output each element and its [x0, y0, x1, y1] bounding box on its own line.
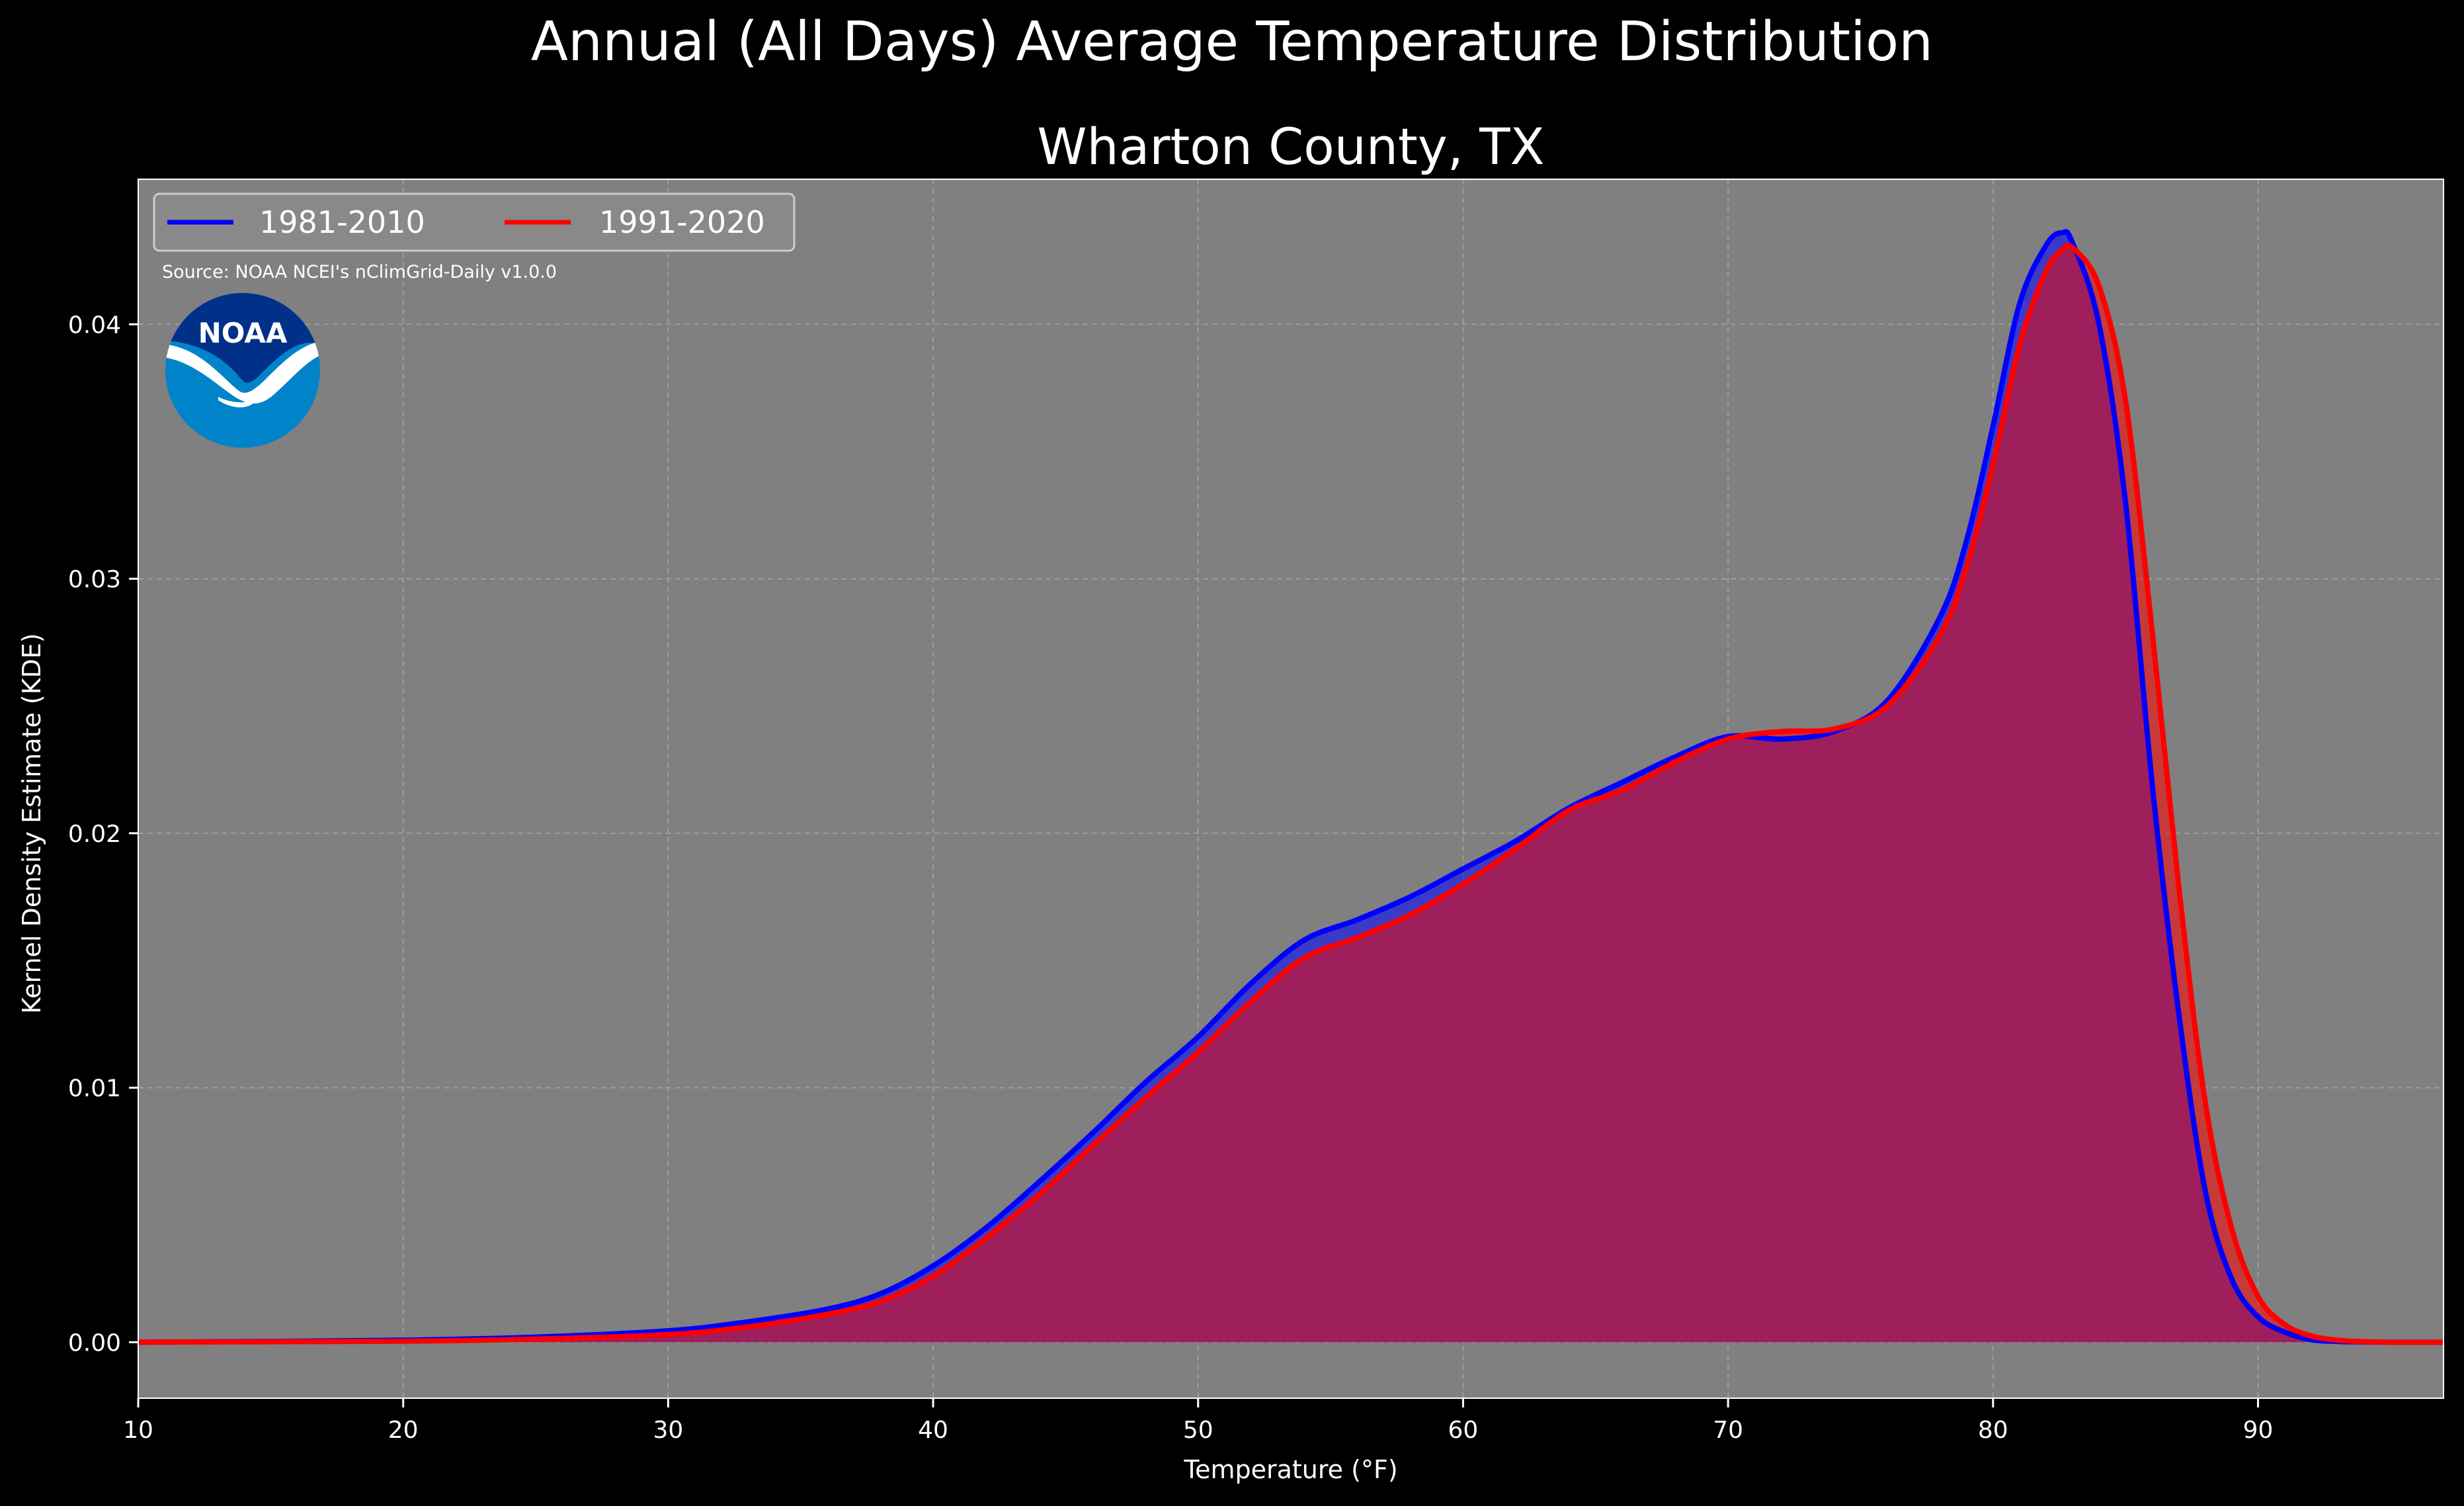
- svg-text:NOAA: NOAA: [198, 317, 288, 349]
- x-tick-label: 90: [2243, 1417, 2274, 1444]
- series-fills: [138, 231, 2443, 1343]
- plot-frame: [138, 179, 2444, 1399]
- x-tick-label: 40: [918, 1417, 948, 1444]
- tick-labels: 10 20 30 40 50 60 70 80 90 0.00 0.01 0.02 0.03 0.04: [68, 312, 2274, 1444]
- series-line-1991-2020: [138, 242, 2444, 1345]
- chart-subtitle: Wharton County, TX: [1037, 117, 1545, 176]
- x-tick-label: 50: [1183, 1417, 1213, 1444]
- x-tick-label: 10: [123, 1417, 153, 1444]
- x-tick-label: 80: [1978, 1417, 2008, 1444]
- y-axis-title: Kernel Density Estimate (KDE): [17, 633, 46, 1014]
- legend-label-1981: 1981-2010: [259, 204, 425, 240]
- x-tick-label: 70: [1713, 1417, 1743, 1444]
- y-tick-label: 0.00: [68, 1329, 121, 1357]
- chart-title: Annual (All Days) Average Temperature Di…: [530, 11, 1934, 73]
- legend-label-1991: 1991-2020: [599, 204, 765, 240]
- legend: 1981-2010 1991-2020: [153, 192, 796, 252]
- series-overlap-fill: [138, 242, 2443, 1343]
- x-tick-label: 20: [388, 1417, 419, 1444]
- noaa-logo-icon: NOAA: [165, 293, 320, 448]
- y-tick-label: 0.03: [68, 566, 121, 593]
- x-axis-title: Temperature (°F): [1184, 1455, 1398, 1484]
- y-tick-label: 0.04: [68, 312, 121, 339]
- source-note: Source: NOAA NCEI's nClimGrid-Daily v1.0…: [162, 262, 557, 282]
- legend-box: [153, 192, 796, 252]
- x-tick-label: 60: [1448, 1417, 1479, 1444]
- series-lines: [138, 229, 2444, 1345]
- axes: [129, 179, 2444, 1407]
- y-tick-label: 0.01: [68, 1075, 121, 1103]
- y-tick-label: 0.02: [68, 821, 121, 848]
- x-tick-label: 30: [653, 1417, 683, 1444]
